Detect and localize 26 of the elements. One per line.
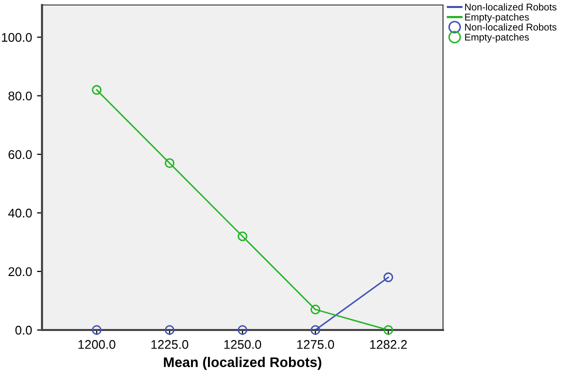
y-tick-label: 0.0 bbox=[15, 326, 32, 335]
point bbox=[238, 325, 248, 335]
point bbox=[164, 158, 174, 168]
x-axis-title: Mean (localized Robots) bbox=[164, 356, 322, 370]
x-tick-label: 1250.0 bbox=[224, 340, 262, 349]
point bbox=[238, 231, 248, 242]
x-tick-label: 1225.0 bbox=[151, 340, 188, 349]
point bbox=[383, 272, 394, 282]
y-tick-label: 60.0 bbox=[8, 150, 32, 159]
x-tick-label: 1282.2 bbox=[370, 340, 407, 349]
point bbox=[383, 325, 394, 335]
point bbox=[310, 304, 320, 314]
text: Non-localized Robots bbox=[465, 3, 556, 10]
x-tick-label: 1275.0 bbox=[297, 340, 334, 349]
x-tick-label: 1200.0 bbox=[78, 340, 116, 349]
legend-label: Empty-patches bbox=[465, 33, 529, 43]
y-tick-label: 20.0 bbox=[8, 267, 32, 276]
y-tick-label: 40.0 bbox=[8, 208, 32, 218]
point bbox=[164, 325, 174, 335]
legend-label: Non-localized Robots bbox=[465, 23, 556, 31]
point bbox=[92, 325, 102, 335]
y-tick-label: 80.0 bbox=[8, 92, 32, 100]
point bbox=[310, 325, 320, 335]
point bbox=[92, 85, 102, 95]
y-tick-label: 100.0 bbox=[2, 33, 32, 42]
text: Empty-patches bbox=[465, 13, 529, 22]
